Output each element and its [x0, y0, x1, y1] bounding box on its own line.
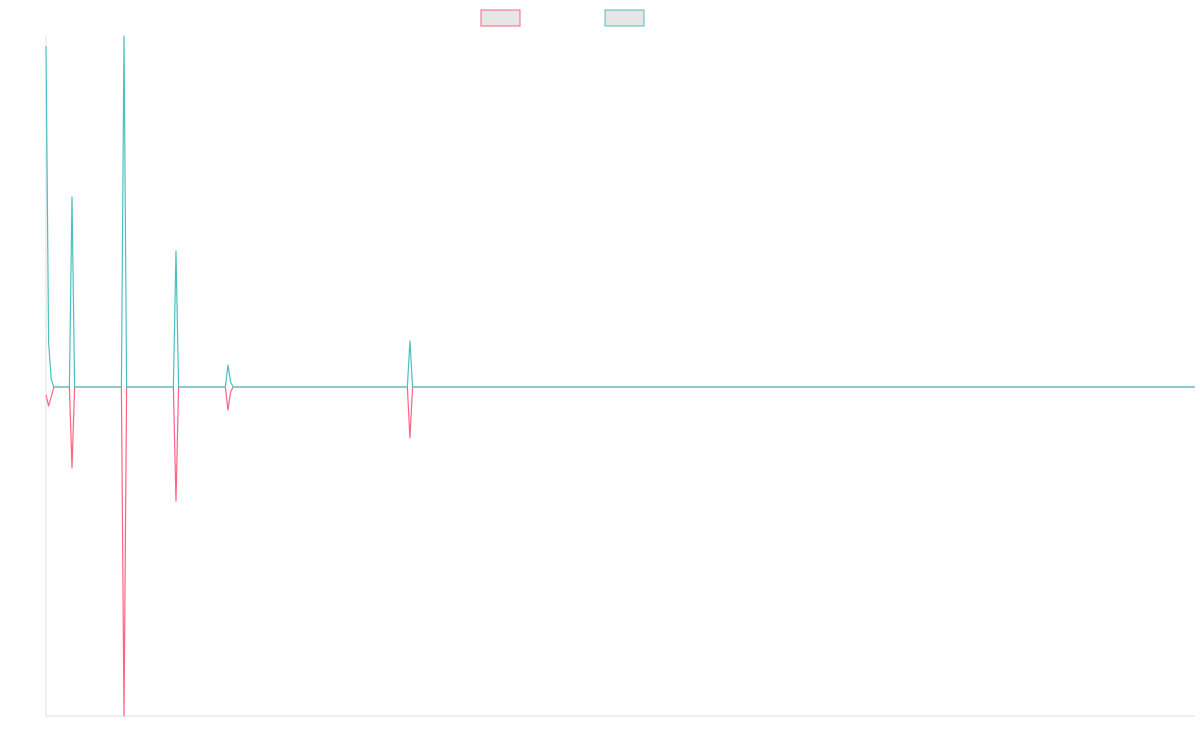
data-line — [45, 35, 1195, 388]
legend-swatch[interactable] — [604, 9, 645, 27]
data-line — [45, 386, 1195, 717]
legend-swatch[interactable] — [480, 9, 521, 27]
